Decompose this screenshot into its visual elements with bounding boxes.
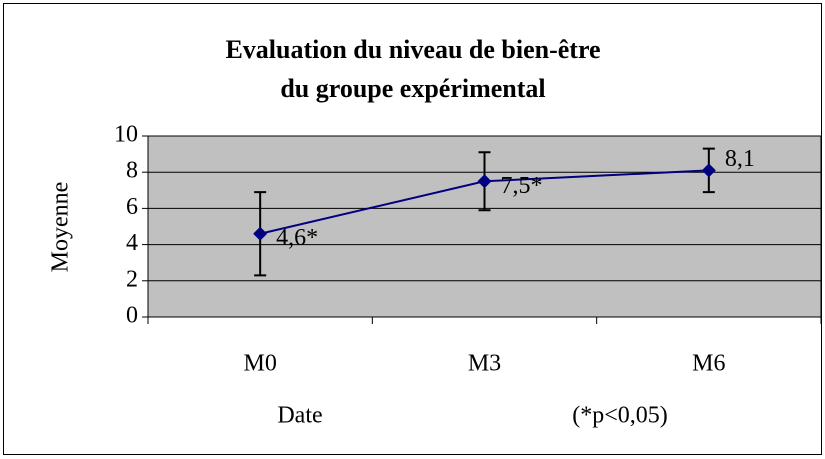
- y-tick-label: 2: [126, 266, 138, 292]
- y-tick-label: 8: [126, 158, 138, 184]
- y-axis-label: Moyenne: [48, 182, 74, 273]
- chart-title: du groupe expérimental: [280, 74, 545, 103]
- y-tick-label: 10: [114, 122, 138, 148]
- x-tick-label: M3: [468, 351, 501, 377]
- data-label: 7,5*: [501, 173, 543, 199]
- marker: [477, 174, 492, 189]
- x-axis-label: Date: [277, 403, 322, 429]
- annotation: (*p<0,05): [572, 403, 668, 429]
- x-tick-label: M6: [692, 351, 725, 377]
- y-tick-label: 4: [126, 230, 138, 256]
- data-label: 4,6*: [276, 225, 318, 251]
- y-tick-label: 6: [126, 194, 138, 220]
- x-tick-label: M0: [243, 351, 276, 377]
- y-tick-label: 0: [126, 303, 138, 329]
- marker: [701, 163, 716, 178]
- data-label: 8,1: [725, 146, 755, 172]
- marker: [253, 226, 268, 241]
- chart-title: Evaluation du niveau de bien-être: [225, 35, 600, 64]
